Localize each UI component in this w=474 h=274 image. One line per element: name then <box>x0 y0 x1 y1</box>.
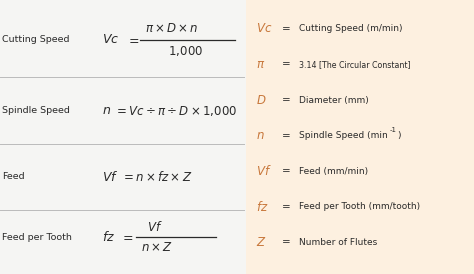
Text: Feed per Tooth: Feed per Tooth <box>2 233 72 241</box>
Text: =: = <box>282 238 291 247</box>
Text: $= n \times fz \times Z$: $= n \times fz \times Z$ <box>121 170 192 184</box>
Text: Feed per Tooth (mm/tooth): Feed per Tooth (mm/tooth) <box>299 202 420 211</box>
Text: Feed (mm/min): Feed (mm/min) <box>299 167 368 176</box>
Text: Cutting Speed (m/min): Cutting Speed (m/min) <box>299 24 402 33</box>
Text: Feed: Feed <box>2 172 25 181</box>
Text: $fz$: $fz$ <box>102 230 115 244</box>
Text: $=$: $=$ <box>126 33 139 46</box>
Text: $=$: $=$ <box>120 230 134 244</box>
Text: $\pi$: $\pi$ <box>256 58 265 71</box>
Text: $Vf$: $Vf$ <box>102 170 118 184</box>
Text: =: = <box>282 166 291 176</box>
Text: $\pi \times D \times n$: $\pi \times D \times n$ <box>145 22 198 35</box>
Text: Number of Flutes: Number of Flutes <box>299 238 377 247</box>
Text: $Z$: $Z$ <box>256 236 266 249</box>
Text: $1,\!000$: $1,\!000$ <box>168 44 203 58</box>
FancyBboxPatch shape <box>246 0 474 274</box>
Text: $n$: $n$ <box>102 104 111 118</box>
Text: 3.14 [The Circular Constant]: 3.14 [The Circular Constant] <box>299 60 410 69</box>
Text: Spindle Speed: Spindle Speed <box>2 107 70 115</box>
Text: $fz$: $fz$ <box>256 200 268 214</box>
Text: $Vf$: $Vf$ <box>147 220 163 234</box>
Text: $Vc$: $Vc$ <box>102 33 119 46</box>
Text: =: = <box>282 131 291 141</box>
Text: Spindle Speed (min: Spindle Speed (min <box>299 131 387 140</box>
Text: =: = <box>282 24 291 34</box>
Text: $= Vc \div \pi \div D \times 1,\!000$: $= Vc \div \pi \div D \times 1,\!000$ <box>114 104 237 118</box>
Text: =: = <box>282 202 291 212</box>
Text: -1: -1 <box>390 127 397 133</box>
Text: $n \times Z$: $n \times Z$ <box>141 241 173 254</box>
Text: =: = <box>282 59 291 69</box>
Text: $Vc$: $Vc$ <box>256 22 272 35</box>
Text: $D$: $D$ <box>256 93 266 107</box>
Text: $n$: $n$ <box>256 129 264 142</box>
Text: Cutting Speed: Cutting Speed <box>2 35 70 44</box>
Text: =: = <box>282 95 291 105</box>
Text: Diameter (mm): Diameter (mm) <box>299 96 368 104</box>
Text: $Vf$: $Vf$ <box>256 164 272 178</box>
Text: ): ) <box>397 131 401 140</box>
